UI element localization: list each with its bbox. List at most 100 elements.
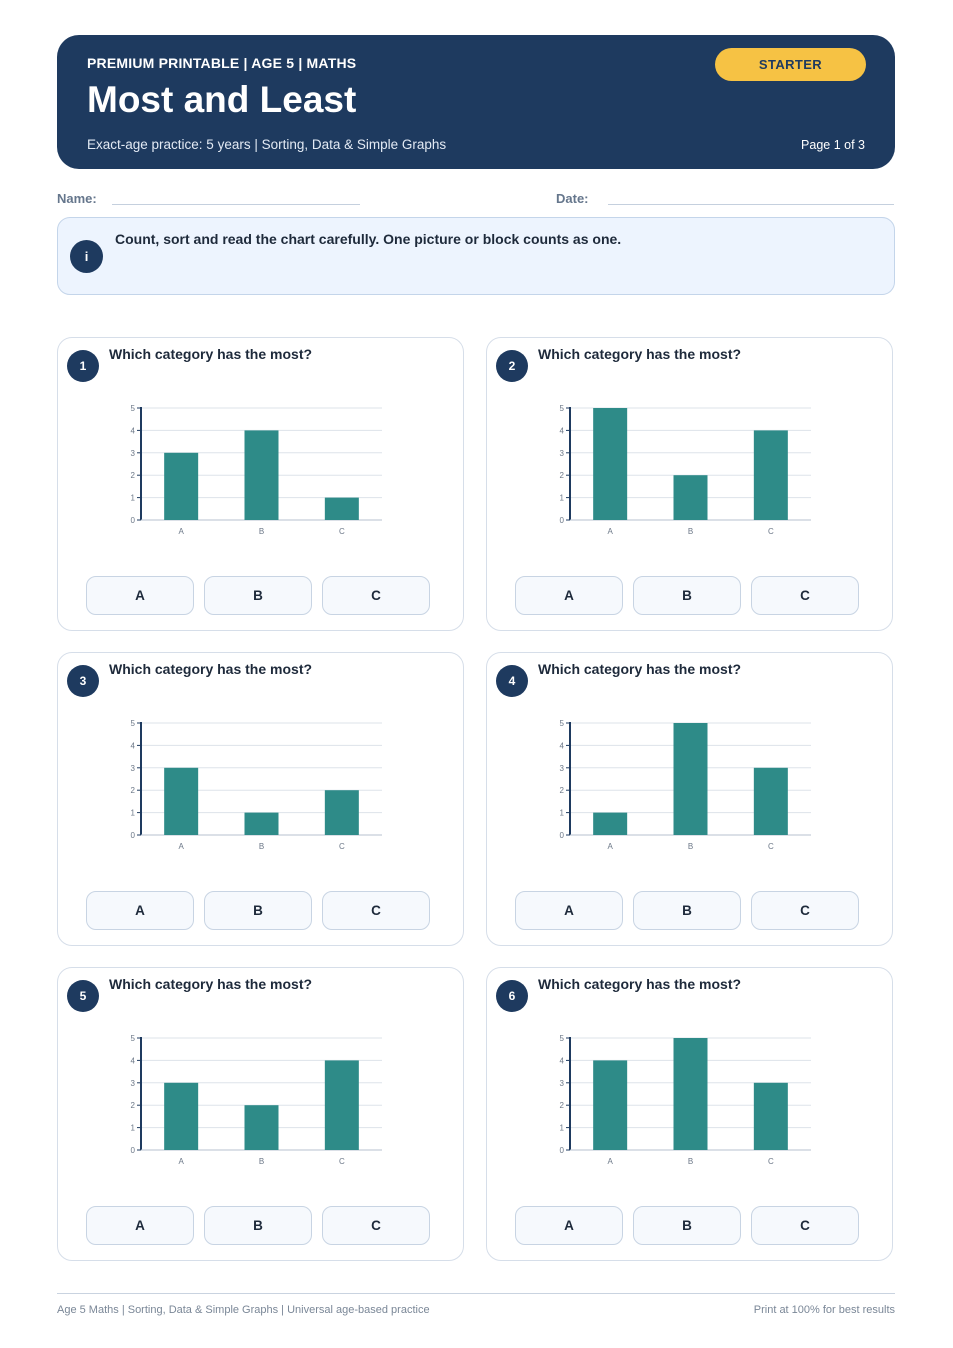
page-number: Page 1 of 3 <box>801 138 865 152</box>
bar-chart: 0 1 2 3 4 5 A B C <box>131 719 382 851</box>
option-a-button[interactable]: A <box>515 576 623 615</box>
footer-right-text: Print at 100% for best results <box>753 1304 895 1316</box>
y-tick-label: 2 <box>131 786 136 795</box>
option-b-button[interactable]: B <box>204 891 312 930</box>
option-a-button[interactable]: A <box>86 1206 194 1245</box>
page-title: Most and Least <box>87 79 357 120</box>
answer-options: A B C <box>515 576 859 615</box>
header-subtitle: Exact-age practice: 5 years | Sorting, D… <box>87 137 447 152</box>
option-c-button[interactable]: C <box>322 891 430 930</box>
x-tick-label: A <box>178 842 184 851</box>
option-a-button[interactable]: A <box>86 576 194 615</box>
y-tick-label: 4 <box>560 426 565 435</box>
bar-b <box>244 1105 279 1150</box>
bar-c <box>324 1060 359 1150</box>
bar-b <box>244 430 279 520</box>
y-tick-label: 5 <box>131 404 136 413</box>
option-c-button[interactable]: C <box>751 576 859 615</box>
x-tick-label: C <box>339 1157 345 1166</box>
bar-chart: 0 1 2 3 4 5 A B C <box>560 1034 811 1166</box>
bar-chart: 0 1 2 3 4 5 A B C <box>560 404 811 536</box>
y-tick-label: 1 <box>131 809 136 818</box>
y-tick-label: 3 <box>560 1079 565 1088</box>
header-eyebrow: PREMIUM PRINTABLE | AGE 5 | MATHS <box>87 55 357 71</box>
y-tick-label: 2 <box>560 471 565 480</box>
y-tick-label: 1 <box>560 1124 565 1133</box>
bar-b <box>673 1038 708 1150</box>
y-tick-label: 1 <box>560 809 565 818</box>
x-tick-label: A <box>178 1157 184 1166</box>
question-text: Which category has the most? <box>109 661 313 677</box>
y-tick-label: 5 <box>131 1034 136 1043</box>
question-text: Which category has the most? <box>538 346 742 362</box>
option-c-button[interactable]: C <box>322 576 430 615</box>
y-tick-label: 4 <box>131 426 136 435</box>
y-tick-label: 0 <box>560 1146 565 1155</box>
question-number: 3 <box>67 665 99 697</box>
question-number: 6 <box>496 980 528 1012</box>
option-b-button[interactable]: B <box>633 576 741 615</box>
worksheet-header: PREMIUM PRINTABLE | AGE 5 | MATHS Most a… <box>57 35 895 169</box>
bar-c <box>324 790 359 835</box>
footer-divider <box>57 1293 895 1294</box>
option-b-button[interactable]: B <box>204 576 312 615</box>
x-tick-label: A <box>607 842 613 851</box>
x-tick-label: A <box>607 1157 613 1166</box>
bar-c <box>753 430 788 520</box>
answer-options: A B C <box>515 1206 859 1245</box>
option-b-button[interactable]: B <box>633 1206 741 1245</box>
option-b-button[interactable]: B <box>204 1206 312 1245</box>
option-c-button[interactable]: C <box>751 891 859 930</box>
y-tick-label: 0 <box>560 516 565 525</box>
bar-chart: 0 1 2 3 4 5 A B C <box>131 1034 382 1166</box>
y-tick-label: 4 <box>560 1056 565 1065</box>
answer-options: A B C <box>86 1206 430 1245</box>
question-text: Which category has the most? <box>538 661 742 677</box>
x-tick-label: A <box>607 527 613 536</box>
footer-left-text: Age 5 Maths | Sorting, Data & Simple Gra… <box>57 1304 430 1316</box>
x-tick-label: B <box>259 1157 264 1166</box>
bar-a <box>593 408 628 520</box>
bar-chart: 0 1 2 3 4 5 A B C <box>131 404 382 536</box>
bar-b <box>244 812 279 835</box>
y-tick-label: 3 <box>560 449 565 458</box>
y-tick-label: 3 <box>131 1079 136 1088</box>
option-c-button[interactable]: C <box>322 1206 430 1245</box>
question-number: 4 <box>496 665 528 697</box>
y-tick-label: 2 <box>560 786 565 795</box>
option-a-button[interactable]: A <box>515 891 623 930</box>
y-tick-label: 2 <box>131 471 136 480</box>
name-line[interactable] <box>112 204 360 205</box>
y-tick-label: 5 <box>560 719 565 728</box>
question-text: Which category has the most? <box>109 346 313 362</box>
x-tick-label: C <box>339 842 345 851</box>
bar-c <box>753 767 788 835</box>
bar-a <box>593 1060 628 1150</box>
y-tick-label: 1 <box>131 494 136 503</box>
question-number: 5 <box>67 980 99 1012</box>
answer-options: A B C <box>515 891 859 930</box>
bar-a <box>164 767 199 835</box>
y-tick-label: 3 <box>560 764 565 773</box>
y-tick-label: 0 <box>131 1146 136 1155</box>
option-a-button[interactable]: A <box>86 891 194 930</box>
option-a-button[interactable]: A <box>515 1206 623 1245</box>
y-tick-label: 3 <box>131 764 136 773</box>
question-number: 1 <box>67 350 99 382</box>
question-number: 2 <box>496 350 528 382</box>
date-line[interactable] <box>608 204 894 205</box>
option-b-button[interactable]: B <box>633 891 741 930</box>
x-tick-label: B <box>259 842 264 851</box>
y-tick-label: 2 <box>131 1101 136 1110</box>
bar-chart: 0 1 2 3 4 5 A B C <box>560 719 811 851</box>
instructions-box: i Count, sort and read the chart careful… <box>57 217 895 295</box>
question-text: Which category has the most? <box>538 976 742 992</box>
y-tick-label: 5 <box>560 404 565 413</box>
bar-b <box>673 475 708 520</box>
option-c-button[interactable]: C <box>751 1206 859 1245</box>
info-icon: i <box>70 240 103 273</box>
